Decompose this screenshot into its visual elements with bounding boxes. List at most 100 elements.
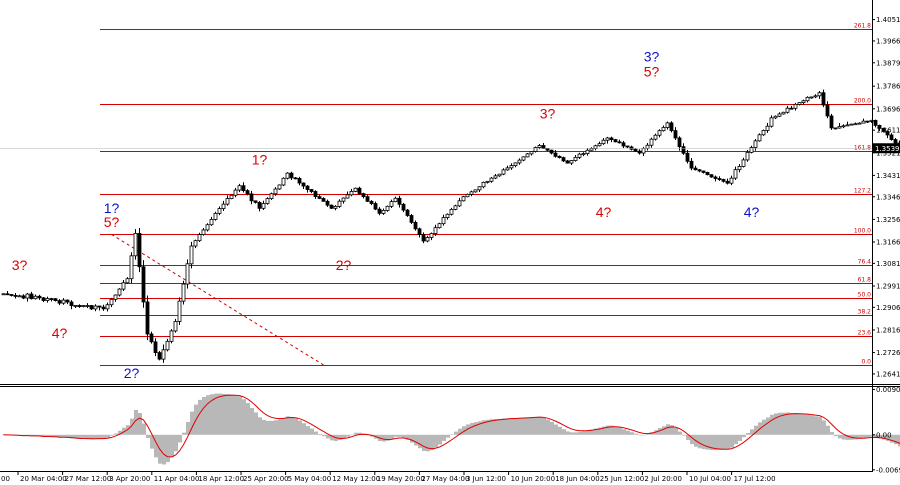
candle-body: [477, 186, 482, 191]
oscillator-bar: [110, 434, 114, 436]
candle-body: [341, 197, 346, 202]
candle-body: [517, 159, 522, 164]
candle-body: [449, 208, 454, 215]
candle: [277, 184, 282, 190]
candle-body: [809, 96, 814, 99]
candle-body: [429, 233, 434, 238]
oscillator-bar: [402, 434, 406, 439]
oscillator-bar: [586, 430, 590, 435]
candle: [105, 302, 110, 312]
candle: [121, 280, 126, 292]
candle-body: [25, 293, 30, 299]
candle-body: [501, 169, 506, 175]
candle: [213, 211, 218, 221]
wave-label: 4?: [744, 204, 760, 220]
candle: [97, 305, 102, 311]
oscillator-bar: [662, 426, 666, 435]
oscillator-bar: [430, 434, 434, 451]
candle: [485, 180, 490, 184]
oscillator-bar: [322, 434, 326, 437]
candle-body: [141, 266, 146, 303]
candle-body: [121, 282, 126, 290]
oscillator-bar: [890, 434, 894, 443]
oscillator-bar: [506, 418, 510, 435]
oscillator-bar: [234, 395, 238, 435]
candle-body: [269, 193, 274, 200]
candle: [53, 298, 58, 302]
oscillator-bar: [82, 434, 86, 439]
oscillator-bar: [46, 434, 50, 437]
wave-label: 4?: [52, 325, 68, 341]
oscillator-bar: [98, 434, 102, 439]
candle-body: [185, 263, 190, 285]
candle-body: [97, 305, 102, 308]
oscillator-bar: [458, 428, 462, 435]
frame: [0, 0, 900, 472]
oscillator-bar: [434, 434, 438, 448]
candle: [565, 160, 570, 164]
oscillator-bar: [174, 434, 178, 452]
oscillator-bar: [282, 417, 286, 435]
candle: [265, 197, 270, 205]
candle-body: [649, 138, 654, 146]
oscillator-bar: [450, 434, 454, 435]
candle-body: [305, 185, 310, 190]
candle: [33, 294, 38, 300]
candle: [329, 204, 334, 210]
candle: [233, 187, 238, 198]
wave-label: 5?: [104, 214, 120, 230]
candle-body: [681, 146, 686, 154]
candle: [757, 133, 762, 142]
oscillator-bar: [354, 432, 358, 435]
time-tick-label: 17 Jul 12:00: [734, 475, 776, 483]
oscillator-bar: [854, 434, 858, 440]
candle-body: [321, 198, 326, 202]
oscillator-bar: [834, 434, 838, 437]
oscillator-bar: [358, 432, 362, 435]
oscillator-bar: [886, 434, 890, 441]
candle-body: [889, 134, 894, 140]
candle-body: [165, 340, 170, 351]
oscillator-bar: [438, 434, 442, 445]
time-tick-label: 10 Jun 20:00: [511, 475, 555, 483]
oscillator-bar: [842, 434, 846, 440]
candle: [425, 235, 430, 243]
candle-body: [753, 140, 758, 148]
candle-body: [237, 185, 242, 191]
candle: [305, 185, 310, 193]
candle-body: [329, 204, 334, 209]
time-tick-label: 20 Mar 04:00: [20, 475, 67, 483]
candle-body: [561, 157, 566, 162]
oscillator-bar: [746, 433, 750, 435]
candle-body: [701, 170, 706, 173]
candle: [421, 232, 426, 244]
time-tick-label: 27 Mar 12:00: [65, 475, 112, 483]
candle: [117, 288, 122, 297]
candle: [345, 191, 350, 199]
oscillator-bar: [678, 431, 682, 435]
candle: [549, 149, 554, 155]
candle: [237, 183, 242, 193]
fib-label: 0.0: [861, 359, 871, 366]
oscillator-bar: [466, 424, 470, 435]
candle: [457, 197, 462, 207]
oscillator-bar: [94, 434, 98, 439]
candle-body: [397, 197, 402, 205]
oscillator-bar: [830, 432, 834, 435]
oscillator-bar: [742, 434, 746, 438]
oscillator-bar: [138, 412, 142, 435]
candle: [573, 154, 578, 162]
oscillator-bar: [866, 434, 870, 438]
candle-body: [737, 166, 742, 171]
fib-label: 100.0: [854, 228, 871, 235]
oscillator-bar: [538, 416, 542, 435]
oscillator-bar: [246, 402, 250, 435]
candle-body: [845, 124, 850, 127]
candle-body: [669, 122, 674, 132]
price-tick-label: 1.3166: [876, 239, 900, 247]
candle-body: [309, 189, 314, 192]
candle-body: [417, 228, 422, 236]
oscillator-bar: [474, 422, 478, 435]
wave-label: 3?: [12, 257, 28, 273]
